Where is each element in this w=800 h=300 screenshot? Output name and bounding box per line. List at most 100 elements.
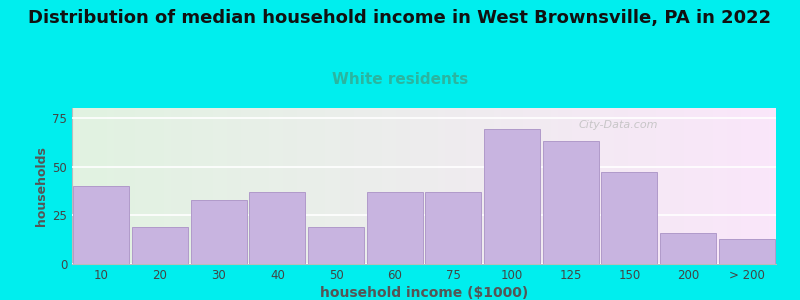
Bar (452, 108, 459, 264)
Bar (396, 108, 403, 264)
Bar (185, 108, 192, 264)
Bar (445, 108, 452, 264)
Bar (227, 108, 234, 264)
Bar (698, 108, 706, 264)
Bar (487, 108, 494, 264)
Bar (114, 108, 122, 264)
Bar (600, 108, 607, 264)
Bar (650, 108, 656, 264)
Bar (311, 108, 318, 264)
Bar (354, 108, 361, 264)
Bar (150, 108, 157, 264)
Bar (417, 108, 424, 264)
Bar (368, 108, 374, 264)
Bar (220, 108, 227, 264)
Bar (382, 108, 389, 264)
Bar (403, 108, 410, 264)
Bar (426, 192, 482, 264)
Bar (474, 108, 480, 264)
Bar (72, 108, 79, 264)
Bar (206, 108, 213, 264)
Bar (762, 108, 769, 264)
Bar (142, 108, 150, 264)
Bar (198, 108, 206, 264)
Bar (100, 108, 107, 264)
Bar (241, 108, 248, 264)
Bar (410, 108, 417, 264)
Bar (122, 108, 128, 264)
Bar (128, 108, 135, 264)
Bar (389, 108, 396, 264)
Bar (586, 108, 593, 264)
Bar (484, 129, 540, 264)
Bar (326, 108, 333, 264)
Bar (366, 192, 422, 264)
Bar (706, 108, 713, 264)
Text: Distribution of median household income in West Brownsville, PA in 2022: Distribution of median household income … (29, 9, 771, 27)
Bar (602, 172, 658, 264)
Bar (734, 108, 741, 264)
Bar (755, 108, 762, 264)
X-axis label: household income ($1000): household income ($1000) (320, 286, 528, 300)
Bar (642, 108, 650, 264)
Bar (614, 108, 621, 264)
Bar (466, 108, 474, 264)
Bar (79, 108, 86, 264)
Bar (628, 108, 635, 264)
Y-axis label: households: households (35, 146, 48, 226)
Bar (719, 239, 774, 264)
Bar (262, 108, 269, 264)
Bar (290, 108, 298, 264)
Bar (741, 108, 748, 264)
Bar (163, 108, 170, 264)
Bar (213, 108, 220, 264)
Bar (283, 108, 290, 264)
Bar (318, 108, 326, 264)
Bar (438, 108, 445, 264)
Bar (308, 227, 364, 264)
Bar (248, 108, 255, 264)
Bar (713, 108, 720, 264)
Bar (678, 108, 685, 264)
Bar (339, 108, 346, 264)
Bar (333, 108, 339, 264)
Bar (663, 108, 670, 264)
Bar (769, 108, 776, 264)
Bar (93, 108, 100, 264)
Text: City-Data.com: City-Data.com (579, 121, 658, 130)
Bar (234, 108, 241, 264)
Bar (250, 192, 306, 264)
Text: White residents: White residents (332, 72, 468, 87)
Bar (107, 108, 114, 264)
Bar (579, 108, 586, 264)
Bar (685, 108, 691, 264)
Bar (424, 108, 431, 264)
Bar (132, 227, 188, 264)
Bar (558, 108, 565, 264)
Bar (269, 108, 276, 264)
Bar (190, 200, 246, 264)
Bar (726, 108, 734, 264)
Bar (537, 108, 544, 264)
Bar (74, 186, 129, 264)
Bar (298, 108, 304, 264)
Bar (374, 108, 382, 264)
Bar (304, 108, 311, 264)
Bar (565, 108, 572, 264)
Bar (170, 108, 178, 264)
Bar (748, 108, 755, 264)
Bar (346, 108, 354, 264)
Bar (656, 108, 663, 264)
Bar (530, 108, 537, 264)
Bar (480, 108, 487, 264)
Bar (660, 233, 716, 264)
Bar (502, 108, 509, 264)
Bar (192, 108, 198, 264)
Bar (494, 108, 502, 264)
Bar (691, 108, 698, 264)
Bar (607, 108, 614, 264)
Bar (157, 108, 163, 264)
Bar (544, 108, 550, 264)
Bar (361, 108, 368, 264)
Bar (255, 108, 262, 264)
